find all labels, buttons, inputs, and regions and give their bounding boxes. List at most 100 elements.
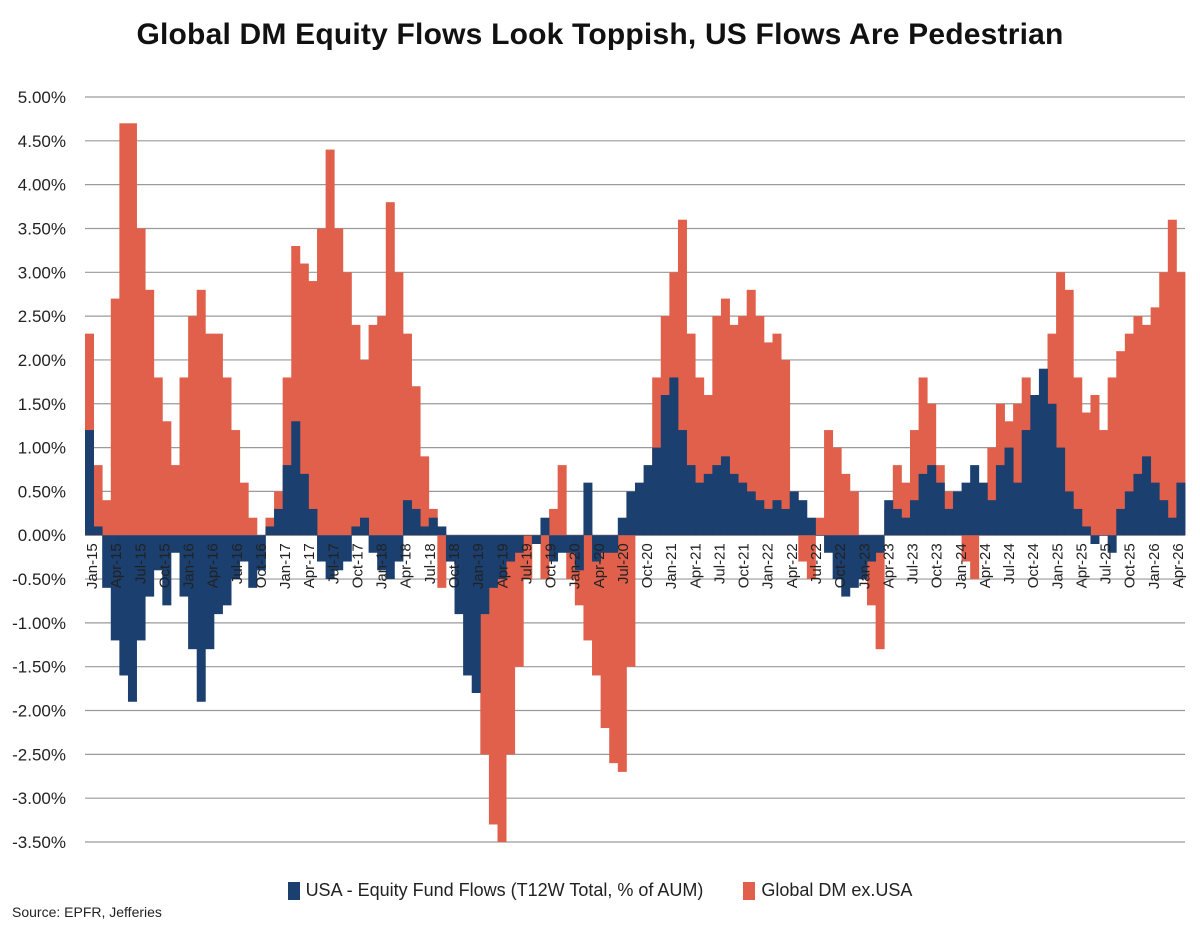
bar-usa [454, 535, 464, 615]
bar-usa [987, 500, 997, 536]
x-tick-label: Jan-26 [1146, 543, 1163, 589]
bar-usa [832, 535, 842, 580]
bar-global-dm-ex-usa [162, 421, 172, 536]
x-tick-label: Oct-25 [1122, 543, 1139, 588]
y-tick-label: 3.50% [18, 219, 66, 238]
bar-usa [867, 535, 877, 562]
bar-global-dm-ex-usa [205, 333, 215, 536]
bar-usa [1133, 473, 1143, 536]
x-tick-label: Jul-22 [808, 543, 825, 584]
bar-global-dm-ex-usa [1090, 395, 1100, 536]
x-tick-label: Oct-20 [639, 543, 656, 588]
bar-global-dm-ex-usa [394, 272, 404, 536]
bar-global-dm-ex-usa [892, 465, 902, 536]
bar-usa [1038, 368, 1048, 536]
bar-global-dm-ex-usa [282, 377, 292, 536]
bar-usa [308, 508, 318, 536]
bar-global-dm-ex-usa [755, 316, 765, 536]
series-global-dm-ex-usa-bars [85, 123, 1186, 842]
x-tick-label: Jul-24 [1001, 543, 1018, 584]
bar-usa [1030, 395, 1040, 536]
bar-usa [574, 535, 584, 571]
bar-global-dm-ex-usa [127, 123, 137, 536]
bar-usa [488, 535, 498, 588]
bar-global-dm-ex-usa [145, 289, 155, 536]
bar-usa [402, 500, 412, 536]
bar-usa [497, 535, 507, 580]
bar-global-dm-ex-usa [170, 465, 180, 536]
bar-usa [901, 517, 911, 536]
bar-global-dm-ex-usa [549, 508, 559, 536]
x-tick-label: Apr-18 [398, 543, 415, 588]
bar-global-dm-ex-usa [480, 535, 490, 755]
bar-usa [660, 395, 670, 536]
bar-global-dm-ex-usa [1133, 316, 1143, 536]
bar-global-dm-ex-usa [102, 500, 112, 536]
x-tick-label: Oct-22 [832, 543, 849, 588]
y-tick-label: -2.50% [12, 745, 66, 764]
legend-item-usa: USA - Equity Fund Flows (T12W Total, % o… [287, 880, 703, 901]
x-tick-label: Jul-19 [518, 543, 535, 584]
bar-usa [626, 491, 636, 536]
bar-usa [162, 535, 172, 606]
bar-usa [695, 482, 705, 536]
bar-global-dm-ex-usa [497, 535, 507, 842]
bar-global-dm-ex-usa [222, 377, 232, 536]
bar-usa [1081, 526, 1091, 536]
bar-global-dm-ex-usa [119, 123, 129, 536]
bar-global-dm-ex-usa [557, 465, 567, 536]
bar-global-dm-ex-usa [1150, 307, 1160, 536]
bar-usa [1064, 491, 1074, 536]
bar-usa [1124, 491, 1134, 536]
chart-title: Global DM Equity Flows Look Toppish, US … [136, 18, 1064, 51]
x-tick-label: Jan-16 [181, 543, 198, 589]
legend-label-global-dm: Global DM ex.USA [761, 880, 913, 900]
bar-usa [342, 535, 352, 562]
bar-usa [428, 517, 438, 536]
x-tick-label: Oct-16 [253, 543, 270, 588]
y-tick-label: 0.50% [18, 482, 66, 501]
bar-global-dm-ex-usa [781, 359, 791, 536]
y-tick-label: -1.00% [12, 614, 66, 633]
bar-usa [1142, 456, 1152, 536]
bar-usa [205, 535, 215, 650]
bar-global-dm-ex-usa [179, 377, 189, 536]
bar-global-dm-ex-usa [402, 333, 412, 536]
y-tick-label: -3.50% [12, 833, 66, 852]
bar-usa [291, 421, 301, 536]
bar-usa [1056, 447, 1066, 536]
bar-usa [858, 535, 868, 580]
y-axis-tick-labels: 5.00% 4.50% 4.00% 3.50% 3.00% 2.50% 2.00% 1.50%… [12, 88, 66, 852]
bar-usa [514, 535, 524, 553]
bar-usa [961, 482, 971, 536]
x-tick-label: Apr-24 [977, 543, 994, 588]
bar-usa [222, 535, 232, 606]
bar-global-dm-ex-usa [231, 430, 241, 536]
y-tick-label: -3.00% [12, 789, 66, 808]
x-tick-label: Jul-18 [422, 543, 439, 584]
y-tick-label: 3.00% [18, 263, 66, 282]
bar-usa [583, 482, 593, 536]
x-tick-label: Jan-18 [374, 543, 391, 589]
x-tick-label: Apr-26 [1170, 543, 1187, 588]
x-axis-tick-labels: Jan-15 Apr-15 Jul-15 Oct-15 Jan-16 Apr-16 Jul-… [84, 543, 1187, 589]
bar-usa [188, 535, 198, 650]
bar-global-dm-ex-usa [514, 535, 524, 667]
x-tick-label: Jan-17 [277, 543, 294, 589]
bar-usa [755, 500, 765, 536]
bar-usa [738, 482, 748, 536]
bar-usa [445, 535, 455, 562]
y-tick-label: 4.50% [18, 132, 66, 151]
bar-usa [1116, 508, 1126, 536]
bar-global-dm-ex-usa [488, 535, 498, 825]
bar-usa [686, 465, 696, 536]
bar-usa [1073, 508, 1083, 536]
bar-usa [213, 535, 223, 615]
bar-usa [471, 535, 481, 693]
bar-usa [600, 535, 610, 553]
x-tick-label: Jul-16 [229, 543, 246, 584]
bar-global-dm-ex-usa [609, 535, 619, 764]
x-tick-label: Oct-23 [929, 543, 946, 588]
bar-global-dm-ex-usa [703, 395, 713, 536]
x-tick-label: Oct-24 [1025, 543, 1042, 588]
